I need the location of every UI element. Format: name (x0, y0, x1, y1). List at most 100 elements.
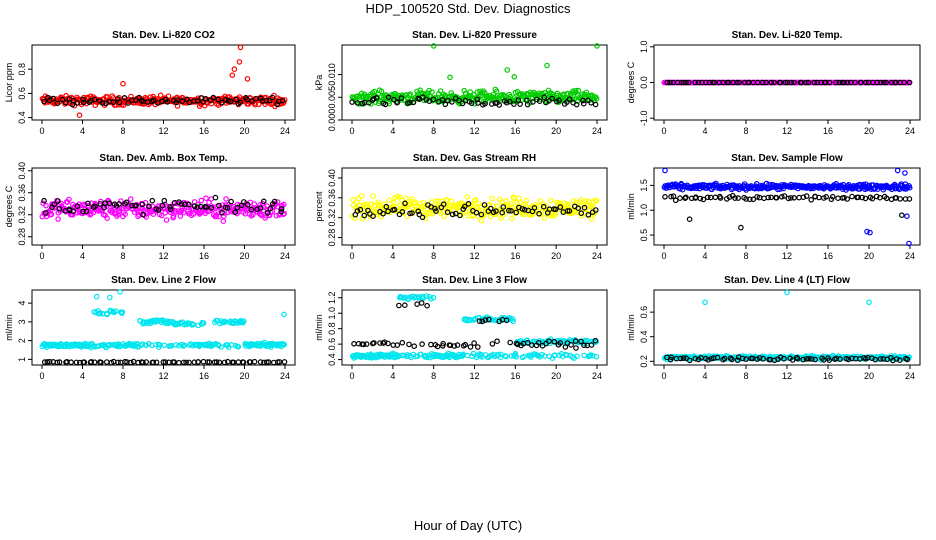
data-point-black (499, 209, 506, 216)
data-point (281, 341, 288, 348)
data-point (417, 87, 424, 94)
data-point (565, 91, 571, 97)
data-point-black (692, 79, 699, 86)
data-point-black (41, 359, 48, 365)
data-point-black (508, 208, 514, 214)
data-point-black (664, 79, 671, 86)
data-point-black (456, 97, 462, 104)
data-point-black (106, 200, 113, 207)
data-point-black (123, 199, 130, 206)
x-tick-label: 24 (905, 251, 915, 261)
data-point-black (418, 300, 425, 306)
data-point-black (216, 359, 223, 366)
x-tick-label: 4 (80, 371, 85, 381)
data-point-black (557, 204, 564, 210)
data-point (135, 213, 141, 220)
data-point-black (833, 79, 839, 86)
data-point-black (194, 98, 201, 104)
data-point-black (244, 96, 251, 103)
data-point-black (216, 202, 222, 209)
data-point-black (530, 99, 536, 105)
data-point-black (581, 342, 587, 349)
x-tick-label: 0 (39, 371, 44, 381)
data-point-black (54, 359, 61, 366)
data-point-black (423, 97, 430, 103)
data-point (510, 195, 517, 202)
panel-8: Stan. Dev. Line 3 Flow 0 4 8 12 16 20 24 0.4 0.6 0… (314, 275, 608, 381)
data-point-black (168, 206, 174, 213)
x-tick-label: 4 (390, 371, 395, 381)
x-tick-label: 20 (551, 126, 561, 136)
data-point-black (420, 94, 426, 101)
x-tick-label: 4 (390, 126, 395, 136)
data-point (565, 202, 572, 208)
data-point-black (808, 356, 815, 362)
data-point-black (845, 356, 852, 363)
data-point-black (394, 99, 401, 105)
data-point-black (439, 343, 446, 349)
y-tick-label: 0.6 (17, 87, 27, 100)
x-tick-label: 24 (280, 126, 290, 136)
data-point-black (150, 97, 157, 104)
plot-frame (341, 44, 608, 121)
data-point-black (692, 355, 699, 362)
x-tick-label: 12 (158, 371, 168, 381)
data-point (430, 294, 437, 301)
y-tick-label: 0.8 (327, 322, 337, 335)
data-point-black (411, 343, 418, 350)
data-point-black (872, 356, 879, 363)
plot-frame (31, 289, 296, 366)
data-point-black (186, 201, 192, 208)
data-point-black (355, 340, 362, 347)
data-point-black (826, 357, 833, 364)
y-tick-label: 0.4 (17, 111, 27, 124)
outlier-point (784, 289, 790, 296)
data-point-black (782, 79, 789, 86)
data-point (548, 197, 554, 204)
data-point-black (74, 100, 81, 106)
data-point-black (568, 342, 574, 348)
data-point-black (415, 208, 422, 215)
data-point-black (81, 359, 88, 366)
data-point (503, 353, 509, 360)
y-tick-label: 1.0 (639, 41, 649, 54)
data-point-black (781, 193, 788, 199)
data-point-black (449, 211, 456, 218)
outlier-point (237, 44, 244, 51)
data-point (257, 211, 264, 218)
data-point-black (735, 195, 742, 201)
data-point (474, 89, 481, 95)
y-tick-label: 0.0 (639, 76, 649, 89)
data-point-black (904, 356, 911, 363)
data-point (393, 208, 399, 214)
data-point-black (482, 100, 488, 107)
data-point-black (500, 204, 507, 210)
data-point-black (481, 202, 488, 208)
panel-4: Stan. Dev. Amb. Box Temp. 0 4 8 12 16 20 24 0.28… (4, 153, 296, 261)
data-point-black (874, 79, 880, 86)
data-point (532, 201, 539, 208)
data-point-black (475, 100, 481, 106)
data-point-black (219, 209, 225, 216)
data-point-black (901, 79, 907, 86)
data-point-black (685, 79, 692, 86)
data-point (181, 342, 188, 349)
outlier-point (93, 293, 100, 300)
data-point-black (385, 340, 391, 347)
data-point-black (521, 207, 528, 213)
data-point-black (506, 98, 513, 105)
x-tick-label: 12 (158, 126, 168, 136)
y-axis-label: kPa (314, 75, 324, 91)
data-point-black (494, 338, 500, 345)
data-point-black (487, 205, 494, 212)
y-tick-label: 3 (17, 319, 27, 324)
y-tick-label: 0.28 (17, 228, 27, 246)
data-point-black (844, 196, 851, 202)
data-point-black (92, 203, 98, 210)
x-tick-label: 20 (551, 371, 561, 381)
data-point-black (129, 97, 135, 103)
data-point-black (237, 99, 244, 106)
data-point-black (116, 99, 123, 106)
x-tick-label: 16 (823, 126, 833, 136)
data-point (104, 311, 110, 318)
